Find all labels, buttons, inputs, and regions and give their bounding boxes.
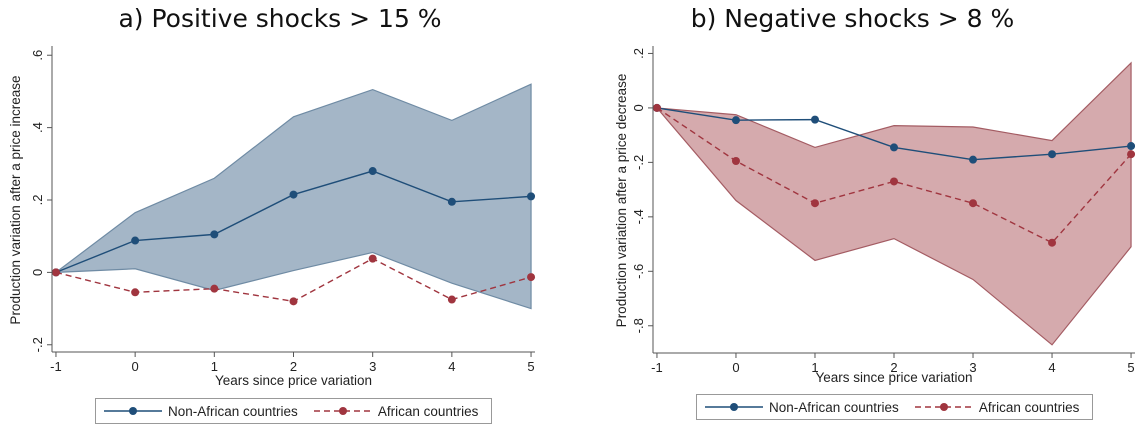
legend-label: African countries xyxy=(377,403,479,419)
legend-marker-line-icon xyxy=(705,403,763,411)
legend-label: Non-African countries xyxy=(168,403,298,419)
y-tick-label: -.2 xyxy=(30,337,45,352)
data-point xyxy=(890,143,898,152)
legend-item-african: African countries xyxy=(313,403,479,419)
data-point xyxy=(289,297,298,306)
x-tick-label: 3 xyxy=(969,360,976,375)
data-point xyxy=(51,268,60,277)
y-axis-label: Production variation after a price decre… xyxy=(614,74,629,328)
x-axis-label: Years since price variation xyxy=(215,373,372,388)
y-tick-label: 0 xyxy=(631,104,646,111)
x-tick-label: 2 xyxy=(290,359,297,374)
data-point xyxy=(527,273,536,282)
legend-label: African countries xyxy=(978,399,1080,415)
confidence-band xyxy=(655,61,1132,346)
x-tick-label: 0 xyxy=(132,359,139,374)
chart-title: a) Positive shocks > 15 % xyxy=(118,4,442,33)
y-tick-label: -.8 xyxy=(631,318,646,333)
data-point xyxy=(131,288,140,297)
chart-panel-b: b) Negative shocks > 8 % -.8 -.6 -.4 -.2 0 .2… xyxy=(570,0,1135,423)
legend-marker-line-icon xyxy=(104,407,162,415)
y-tick-label: .2 xyxy=(631,48,646,59)
x-tick-label: 2 xyxy=(890,360,897,375)
y-axis-label: Production variation after a price incre… xyxy=(8,75,23,324)
data-point xyxy=(1127,142,1135,151)
x-tick-label: -1 xyxy=(50,359,62,374)
data-point xyxy=(810,115,819,124)
y-tick-label: .2 xyxy=(30,195,45,206)
data-point xyxy=(210,230,219,239)
x-tick-label: 3 xyxy=(369,359,376,374)
chart-plot: -.8 -.6 -.4 -.2 0 .2 -1 0 1 2 3 4 5 Years since price… xyxy=(614,46,1135,385)
data-point xyxy=(289,190,298,199)
data-point xyxy=(210,284,219,293)
chart-title: b) Negative shocks > 8 % xyxy=(690,4,1015,33)
legend-item-non-african: Non-African countries xyxy=(104,404,298,419)
legend-label: Non-African countries xyxy=(769,399,899,415)
x-tick-label: 4 xyxy=(1048,360,1055,375)
data-point xyxy=(1127,150,1135,159)
x-tick-label: 4 xyxy=(448,359,455,374)
x-tick-label: 1 xyxy=(211,359,218,374)
x-tick-label: 5 xyxy=(527,359,534,374)
data-point xyxy=(969,199,978,208)
y-tick-label: 0 xyxy=(30,269,45,276)
data-point xyxy=(1048,150,1057,159)
y-tick-label: -.2 xyxy=(631,155,646,170)
data-point xyxy=(890,177,898,186)
chart-plot: -.2 0 .2 .4 .6 -1 0 1 2 3 4 5 Years since price vari… xyxy=(8,46,536,388)
legend: Non-African countries African countries xyxy=(696,394,1093,420)
data-point xyxy=(731,157,740,166)
x-tick-label: 1 xyxy=(811,360,818,375)
y-tick-label: -.6 xyxy=(631,264,646,279)
legend-marker-dashed-line-icon xyxy=(914,403,973,411)
y-tick-label: -.4 xyxy=(631,209,646,224)
data-point xyxy=(1048,238,1057,247)
data-point xyxy=(131,236,140,245)
data-point xyxy=(447,197,456,206)
legend: Non-African countries African countries xyxy=(95,398,492,424)
x-tick-label: 0 xyxy=(732,360,739,375)
legend-item-non-african: Non-African countries xyxy=(705,400,899,415)
data-point xyxy=(652,103,661,112)
x-axis-label: Years since price variation xyxy=(815,370,972,385)
data-point xyxy=(731,116,740,125)
chart-panel-a: a) Positive shocks > 15 % -.2 0 .2 .4 .6 -1 0 1… xyxy=(0,0,560,424)
y-tick-label: .6 xyxy=(30,50,45,61)
x-tick-label: 5 xyxy=(1127,360,1134,375)
data-point xyxy=(368,167,377,176)
data-point xyxy=(969,155,978,164)
data-point xyxy=(527,192,536,201)
legend-marker-dashed-line-icon xyxy=(313,407,372,415)
legend-item-african: African countries xyxy=(914,399,1080,415)
data-point xyxy=(368,254,377,263)
y-tick-label: .4 xyxy=(30,122,45,133)
data-point xyxy=(810,199,819,208)
x-tick-label: -1 xyxy=(651,360,663,375)
data-point xyxy=(447,295,456,304)
